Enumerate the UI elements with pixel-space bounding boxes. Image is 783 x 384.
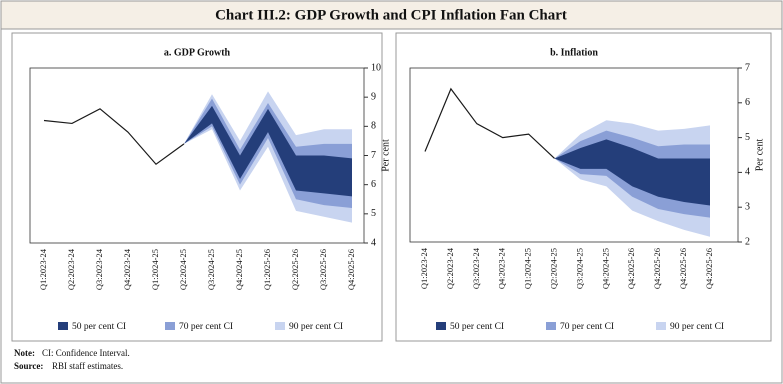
x-tick-label: Q4:2025-26 bbox=[704, 248, 714, 289]
fan-band bbox=[184, 105, 352, 197]
note-label: Note: bbox=[14, 348, 35, 358]
x-tick-label: Q2:2024-25 bbox=[548, 248, 558, 289]
x-tick-label: Q4:2025-26 bbox=[678, 248, 688, 289]
y-tick-label: 8 bbox=[371, 121, 376, 132]
x-tick-label: Q1:2024-25 bbox=[150, 249, 160, 290]
legend-label: 90 per cent CI bbox=[289, 322, 343, 332]
y-tick-label: 6 bbox=[745, 97, 750, 108]
legend-swatch bbox=[546, 322, 556, 330]
x-tick-label: Q4:2025-26 bbox=[346, 249, 356, 290]
x-tick-label: Q4:2024-25 bbox=[600, 248, 610, 289]
x-tick-label: Q1:2024-25 bbox=[523, 248, 533, 289]
y-tick-label: 3 bbox=[745, 201, 750, 212]
y-tick-label: 9 bbox=[371, 91, 376, 102]
legend-swatch bbox=[275, 322, 285, 330]
note-text: CI: Confidence Interval. bbox=[42, 348, 130, 358]
x-tick-label: Q4:2025-26 bbox=[626, 248, 636, 289]
x-tick-label: Q3:2023-24 bbox=[94, 248, 104, 290]
x-tick-label: Q1:2025-26 bbox=[262, 249, 272, 290]
y-tick-label: 5 bbox=[371, 208, 376, 219]
x-tick-label: Q4:2023-24 bbox=[122, 248, 132, 290]
y-tick-label: 7 bbox=[745, 62, 750, 73]
x-tick-label: Q1:2023-24 bbox=[419, 247, 429, 289]
x-tick-label: Q3:2025-26 bbox=[318, 249, 328, 290]
title-bar bbox=[0, 0, 783, 30]
x-tick-label: Q4:2023-24 bbox=[497, 247, 507, 289]
x-tick-label: Q1:2023-24 bbox=[38, 248, 48, 290]
legend-label: 50 per cent CI bbox=[450, 322, 504, 332]
y-tick-label: 4 bbox=[371, 237, 376, 248]
source-text: RBI staff estimates. bbox=[52, 361, 123, 371]
plot-frame bbox=[409, 67, 739, 243]
legend-swatch bbox=[165, 322, 175, 330]
legend-label: 50 per cent CI bbox=[72, 322, 126, 332]
source-label: Source: bbox=[14, 361, 43, 371]
x-tick-label: Q2:2025-26 bbox=[290, 249, 300, 290]
x-tick-label: Q2:2023-24 bbox=[66, 248, 76, 290]
x-tick-label: Q2:2024-25 bbox=[178, 249, 188, 290]
legend-swatch bbox=[436, 322, 446, 330]
actual-line bbox=[424, 87, 555, 159]
y-tick-label: 5 bbox=[745, 132, 750, 143]
x-tick-label: Q3:2024-25 bbox=[206, 249, 216, 290]
actual-line bbox=[43, 108, 185, 166]
y-tick-label: 10 bbox=[371, 62, 381, 73]
panel-title: a. GDP Growth bbox=[164, 47, 231, 58]
x-tick-label: Q2:2023-24 bbox=[445, 247, 455, 289]
fan-band bbox=[554, 139, 710, 206]
legend-label: 70 per cent CI bbox=[560, 322, 614, 332]
legend-label: 70 per cent CI bbox=[179, 322, 233, 332]
legend-label: 90 per cent CI bbox=[670, 322, 724, 332]
panel-frame bbox=[395, 32, 772, 342]
x-tick-label: Q4:2025-26 bbox=[652, 248, 662, 289]
y-axis-label: Per cent bbox=[380, 139, 391, 172]
figure-title: Chart III.2: GDP Growth and CPI Inflatio… bbox=[215, 7, 567, 23]
x-tick-label: Q4:2024-25 bbox=[234, 249, 244, 290]
x-tick-label: Q3:2024-25 bbox=[574, 248, 584, 289]
panel-title: b. Inflation bbox=[550, 47, 598, 58]
y-tick-label: 6 bbox=[371, 179, 376, 190]
y-tick-label: 7 bbox=[371, 150, 376, 161]
y-tick-label: 2 bbox=[745, 236, 750, 247]
x-tick-label: Q3:2023-24 bbox=[471, 247, 481, 289]
y-axis-label: Per cent bbox=[754, 139, 765, 172]
legend-swatch bbox=[656, 322, 666, 330]
y-tick-label: 4 bbox=[745, 167, 750, 178]
legend-swatch bbox=[58, 322, 68, 330]
